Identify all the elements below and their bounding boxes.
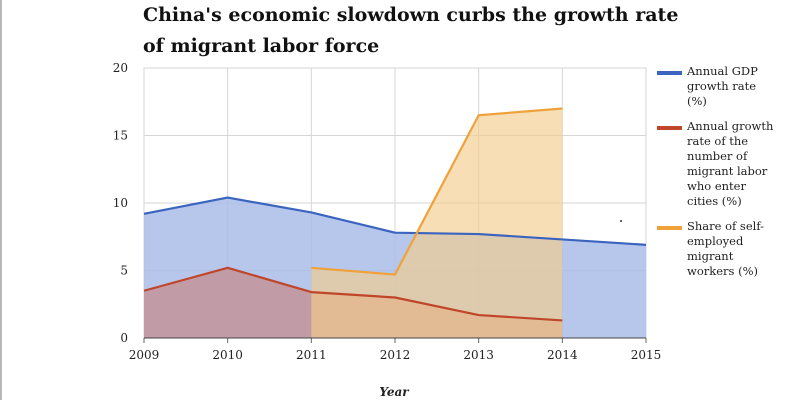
- stray-dot: [620, 220, 622, 222]
- legend-swatch-gdp: [657, 71, 682, 75]
- line-self-employed: [311, 107, 563, 276]
- legend-swatch-self-employed: [657, 226, 682, 230]
- legend-label-migrant-growth: Annual growth rate of the number of migr…: [687, 119, 774, 208]
- legend-label-self-employed: Share of self-employed migrant workers (…: [687, 219, 765, 278]
- area-self-employed: [311, 108, 563, 338]
- legend-item-self-employed: Share of self-employed migrant workers (…: [657, 219, 785, 279]
- x-tick-label: 2009: [129, 348, 160, 362]
- legend-item-migrant-growth: Annual growth rate of the number of migr…: [657, 119, 785, 209]
- x-tick-label: 2013: [463, 348, 494, 362]
- series-lines: [143, 107, 647, 322]
- y-tick-label: 5: [120, 264, 128, 278]
- x-axis-label: Year: [379, 385, 410, 399]
- x-tick-label: 2014: [547, 348, 578, 362]
- legend: Annual GDP growth rate (%) Annual growth…: [657, 64, 785, 279]
- x-tick-label: 2010: [212, 348, 243, 362]
- y-tick-label: 20: [113, 61, 128, 75]
- y-tick-label: 0: [120, 331, 128, 345]
- y-tick-label: 15: [113, 129, 128, 143]
- axes: 0 5 10 15 20 2009 2010 2011 2012 2013 2014 2015: [113, 61, 662, 362]
- line-migrant-growth: [143, 266, 563, 322]
- x-tick-label: 2012: [380, 348, 411, 362]
- legend-swatch-migrant-growth: [657, 126, 682, 130]
- x-tick-label: 2011: [296, 348, 327, 362]
- y-tick-label: 10: [113, 196, 128, 210]
- legend-label-gdp: Annual GDP growth rate (%): [687, 64, 758, 108]
- legend-item-gdp: Annual GDP growth rate (%): [657, 64, 785, 109]
- left-border: [0, 0, 2, 400]
- chart-title: China's economic slowdown curbs the grow…: [143, 4, 679, 57]
- series-areas: [144, 108, 646, 338]
- x-tick-label: 2015: [631, 348, 662, 362]
